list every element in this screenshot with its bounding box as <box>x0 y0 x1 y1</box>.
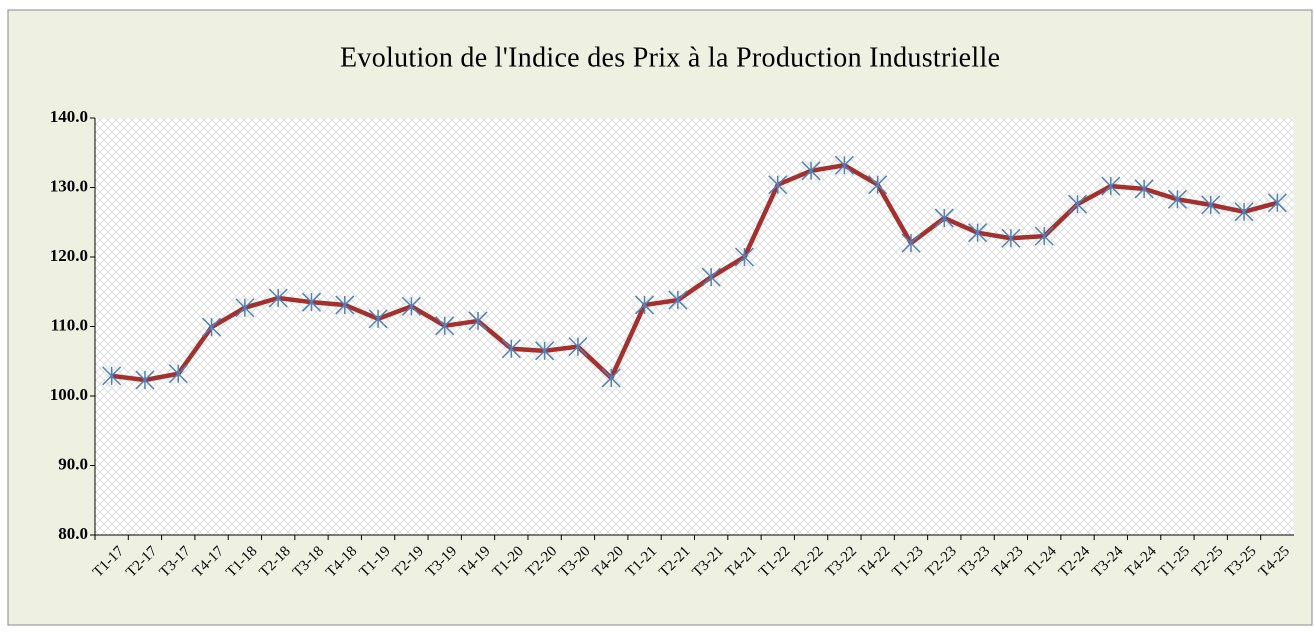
marker <box>102 366 122 386</box>
series-line <box>111 163 1278 383</box>
marker <box>268 288 288 308</box>
plot-area <box>95 118 1294 535</box>
marker <box>1267 193 1287 213</box>
marker <box>1234 202 1254 222</box>
y-tick-label: 140.0 <box>50 107 88 126</box>
marker <box>868 175 888 195</box>
marker <box>401 296 421 316</box>
marker <box>435 316 455 336</box>
marker <box>168 364 188 384</box>
y-tick-label: 90.0 <box>58 454 88 473</box>
y-tick-label: 100.0 <box>50 385 88 404</box>
marker <box>601 368 621 388</box>
marker <box>701 267 721 287</box>
marker <box>202 317 222 337</box>
y-tick-label: 120.0 <box>50 246 88 265</box>
marker <box>568 337 588 357</box>
marker <box>1167 189 1187 209</box>
marker <box>335 295 355 315</box>
marker <box>834 155 854 175</box>
marker <box>968 223 988 243</box>
marker <box>235 298 255 318</box>
marker <box>535 341 555 361</box>
marker <box>1101 176 1121 196</box>
marker <box>1134 179 1154 199</box>
marker <box>468 311 488 331</box>
marker <box>734 247 754 267</box>
y-tick-label: 110.0 <box>51 315 88 334</box>
marker <box>934 208 954 228</box>
marker <box>368 309 388 329</box>
marker <box>801 161 821 181</box>
marker <box>501 339 521 359</box>
marker <box>768 175 788 195</box>
marker <box>1067 194 1088 214</box>
marker <box>635 295 655 315</box>
marker <box>901 233 921 253</box>
marker <box>135 370 155 390</box>
y-tick-label: 80.0 <box>58 524 88 543</box>
marker <box>1201 195 1221 215</box>
marker <box>668 290 688 310</box>
marker <box>1034 226 1054 246</box>
marker <box>1001 228 1021 248</box>
chart-title: Evolution de l'Indice des Prix à la Prod… <box>340 42 1000 73</box>
marker <box>301 292 322 312</box>
y-tick-label: 130.0 <box>50 176 88 195</box>
